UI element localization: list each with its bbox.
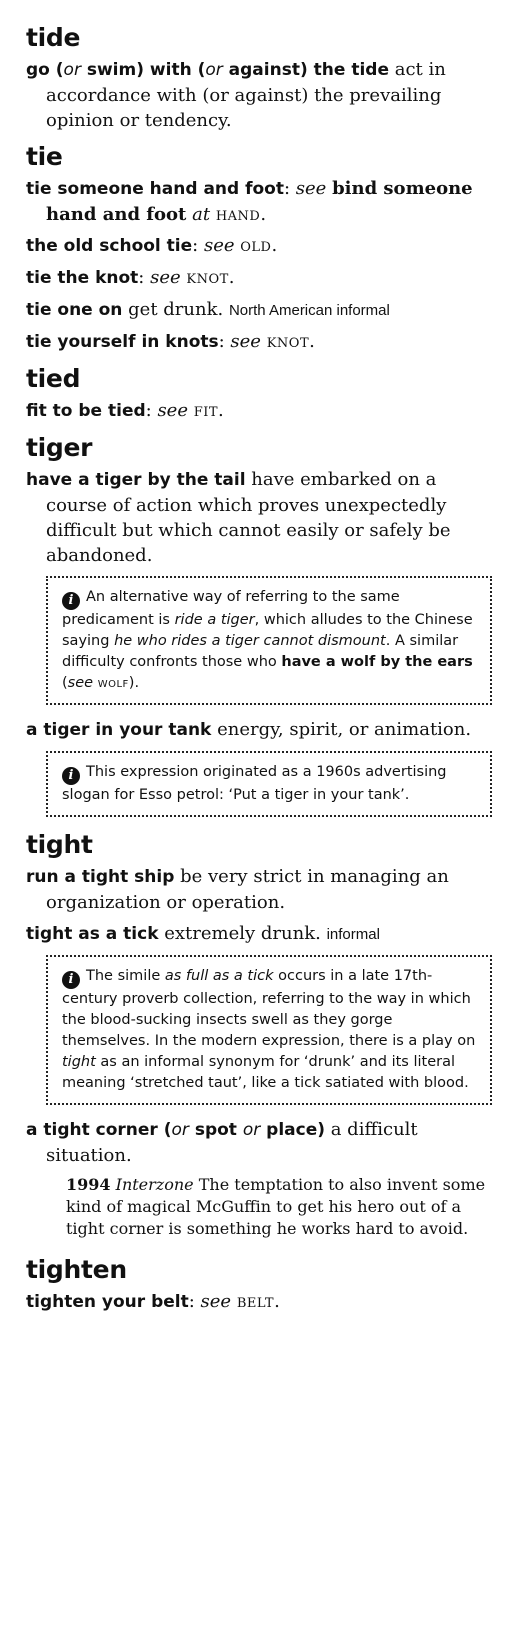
xref-link[interactable]: wolf	[97, 675, 129, 691]
sense-tiger-in-your-tank: a tiger in your tank energy, spirit, or …	[26, 719, 472, 740]
headword-tide: tide	[26, 23, 81, 52]
headword-tiger: tiger	[26, 433, 93, 462]
xref-link[interactable]: belt	[236, 1291, 275, 1312]
sense-tie-the-knot: tie the knot: see knot.	[26, 267, 235, 288]
usage-note: i This expression originated as a 1960s a…	[46, 751, 492, 817]
headword-tie: tie	[26, 142, 63, 171]
xref-link[interactable]: hand	[215, 204, 261, 225]
sense-a-tight-corner: a tight corner (or spot or place) a diff…	[26, 1119, 418, 1166]
sense-tie-hand-and-foot: tie someone hand and foot: see bind some…	[26, 178, 473, 225]
xref-link[interactable]: knot	[186, 267, 229, 288]
sense-tight-as-a-tick: tight as a tick extremely drunk. informa…	[26, 923, 380, 944]
sense-tighten-your-belt: tighten your belt: see belt.	[26, 1291, 280, 1312]
xref-link[interactable]: old	[240, 235, 272, 256]
sense-fit-to-be-tied: fit to be tied: see fit.	[26, 400, 224, 421]
xref-link[interactable]: knot	[266, 331, 310, 352]
sense-run-a-tight-ship: run a tight ship be very strict in manag…	[26, 866, 449, 913]
xref-link[interactable]: fit	[193, 400, 219, 421]
sense-go-with-the-tide: go (or swim) with (or against) the tide …	[26, 59, 446, 131]
usage-note: i An alternative way of referring to the …	[46, 576, 492, 705]
sense-tie-one-on: tie one on get drunk. North American inf…	[26, 299, 390, 320]
info-icon: i	[62, 592, 80, 610]
headword-tied: tied	[26, 364, 81, 393]
info-icon: i	[62, 971, 80, 989]
info-icon: i	[62, 767, 80, 785]
usage-label: informal	[326, 926, 380, 943]
headword-tighten: tighten	[26, 1255, 127, 1284]
headword-tight: tight	[26, 830, 93, 859]
sense-tiger-by-the-tail: have a tiger by the tail have embarked o…	[26, 469, 451, 566]
usage-label: North American informal	[228, 302, 390, 319]
citation-quote: 1994 Interzone The temptation to also in…	[66, 1175, 486, 1238]
sense-old-school-tie: the old school tie: see old.	[26, 235, 278, 256]
usage-note: i The simile as full as a tick occurs in …	[46, 955, 492, 1105]
sense-tie-in-knots: tie yourself in knots: see knot.	[26, 331, 315, 352]
